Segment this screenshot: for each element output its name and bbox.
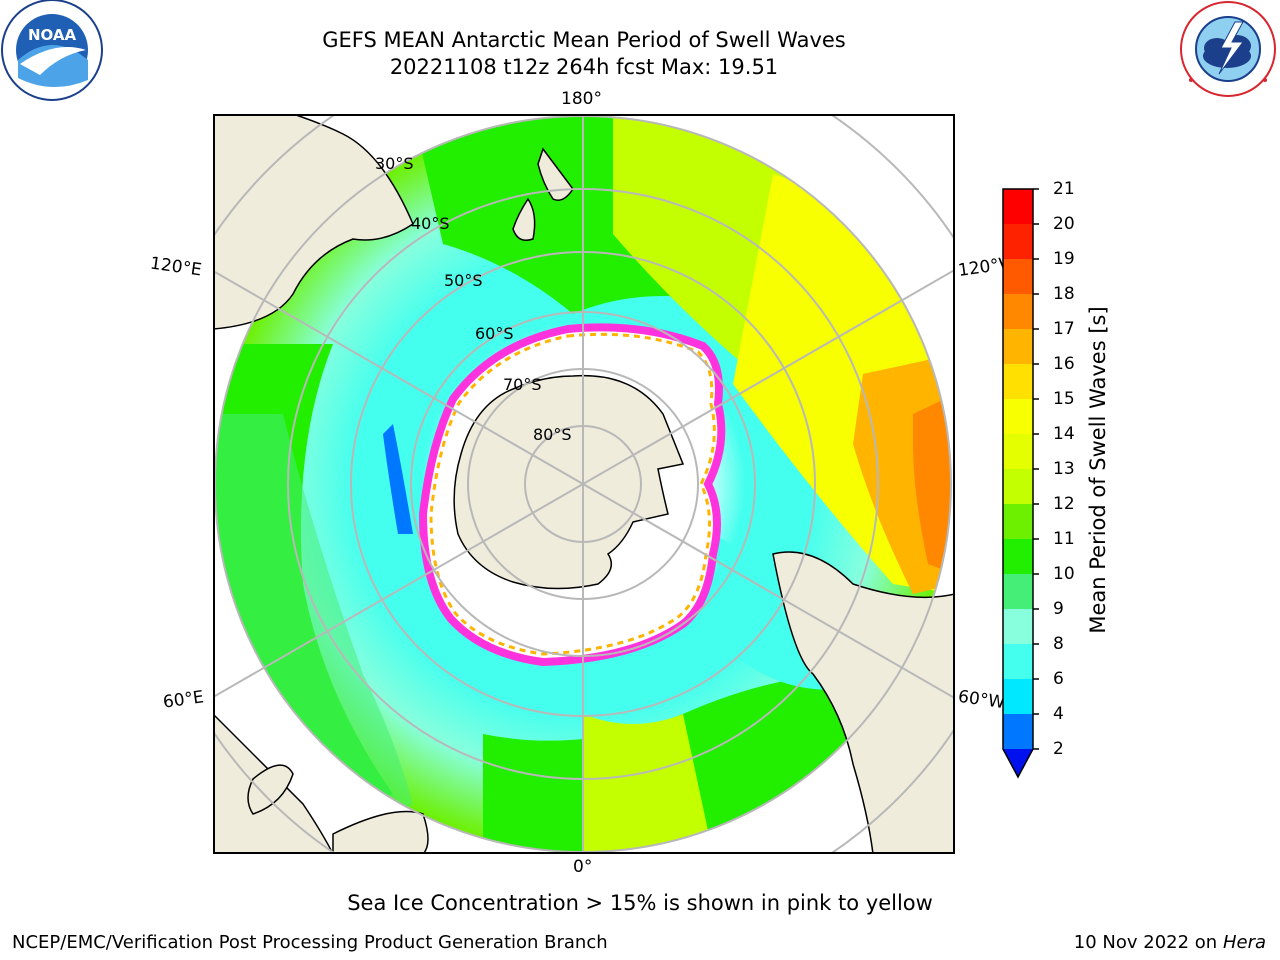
noaa-logo: NOAA (0, 0, 105, 109)
colorbar-band (1003, 609, 1033, 644)
swell-region-atlantic-yellowgreen (583, 714, 713, 852)
colorbar-tick-label: 14 (1053, 424, 1075, 444)
colorbar-tick-label: 6 (1053, 669, 1064, 689)
lat-label-60s: 60°S (475, 324, 514, 343)
lon-label-60w: 60°W (956, 686, 1007, 714)
colorbar-tick-label: 20 (1053, 214, 1075, 234)
polar-map[interactable]: 30°S 40°S 50°S 60°S 70°S 80°S (213, 114, 955, 858)
swell-region-pacific-deep-orange (913, 394, 951, 574)
swell-region-indian-blue (383, 424, 413, 534)
colorbar-band (1003, 399, 1033, 434)
swell-region-drake-cyan (713, 534, 873, 690)
sea-ice-fringe-yellow (429, 332, 716, 656)
sea-ice-note: Sea Ice Concentration > 15% is shown in … (347, 891, 933, 915)
nws-logo (1177, 0, 1280, 104)
colorbar-tick-label: 2 (1053, 739, 1064, 759)
lat-label-50s: 50°S (444, 271, 483, 290)
colorbar-band (1003, 329, 1033, 364)
colorbar-band (1003, 189, 1033, 224)
colorbar-tick-label: 19 (1053, 249, 1075, 269)
colorbar-band (1003, 224, 1033, 259)
colorbar-label: Mean Period of Swell Waves [s] (1086, 306, 1110, 634)
colorbar-tick-label: 13 (1053, 459, 1075, 479)
new-zealand-landmass (512, 147, 574, 241)
colorbar-band (1003, 434, 1033, 469)
lon-label-180: 180° (561, 89, 602, 109)
lat-label-40s: 40°S (411, 214, 450, 233)
colorbar-tick-label: 12 (1053, 494, 1075, 514)
australia-landmass (213, 114, 414, 330)
colorbar-band (1003, 714, 1033, 749)
colorbar-band (1003, 364, 1033, 399)
colorbar-tick-label: 9 (1053, 599, 1064, 619)
colorbar-scale (1002, 188, 1039, 779)
credit-line: NCEP/EMC/Verification Post Processing Pr… (12, 932, 608, 953)
colorbar-tick-label: 15 (1053, 389, 1075, 409)
colorbar-tick-label: 10 (1053, 564, 1075, 584)
south-america-landmass (772, 551, 955, 854)
lat-label-80s: 80°S (533, 425, 572, 444)
meridian-120e-60w (213, 269, 955, 700)
colorbar-tick-label: 17 (1053, 319, 1075, 339)
datestamp-host: Hera (1222, 932, 1266, 953)
colorbar-tick-label: 11 (1053, 529, 1075, 549)
lon-label-120e: 120°E (148, 253, 203, 281)
colorbar-extension (1003, 749, 1033, 777)
lon-label-60e: 60°E (161, 687, 206, 713)
colorbar-tick-label: 21 (1053, 179, 1075, 199)
noaa-logo-text: NOAA (28, 26, 77, 44)
africa-landmass (213, 712, 429, 854)
map-title: GEFS MEAN Antarctic Mean Period of Swell… (322, 28, 846, 52)
polar-map-canvas: 30°S 40°S 50°S 60°S 70°S 80°S (213, 114, 955, 854)
colorbar-tick-label: 8 (1053, 634, 1064, 654)
datestamp-date: 10 Nov 2022 on (1073, 932, 1218, 953)
colorbar-band (1003, 294, 1033, 329)
map-subtitle: 20221108 t12z 264h fcst Max: 19.51 (389, 55, 779, 79)
colorbar-tick-label: 16 (1053, 354, 1075, 374)
lon-label-0: 0° (573, 857, 593, 877)
lat-label-30s: 30°S (375, 154, 414, 173)
colorbar-outline (1002, 188, 1034, 779)
madagascar-landmass (247, 764, 294, 815)
map-border (213, 114, 955, 854)
colorbar-band (1003, 644, 1033, 679)
antarctica-landmass (453, 374, 685, 590)
colorbar-band (1003, 679, 1033, 714)
colorbar-tick-label: 18 (1053, 284, 1075, 304)
colorbar-band (1003, 259, 1033, 294)
colorbar-tick-label: 4 (1053, 704, 1064, 724)
colorbar-band (1003, 574, 1033, 609)
colorbar-band (1003, 539, 1033, 574)
lat-label-70s: 70°S (503, 375, 542, 394)
colorbar-band (1003, 469, 1033, 504)
datestamp: 10 Nov 2022 on Hera (1074, 932, 1266, 953)
colorbar (1000, 186, 1040, 790)
colorbar-band (1003, 504, 1033, 539)
